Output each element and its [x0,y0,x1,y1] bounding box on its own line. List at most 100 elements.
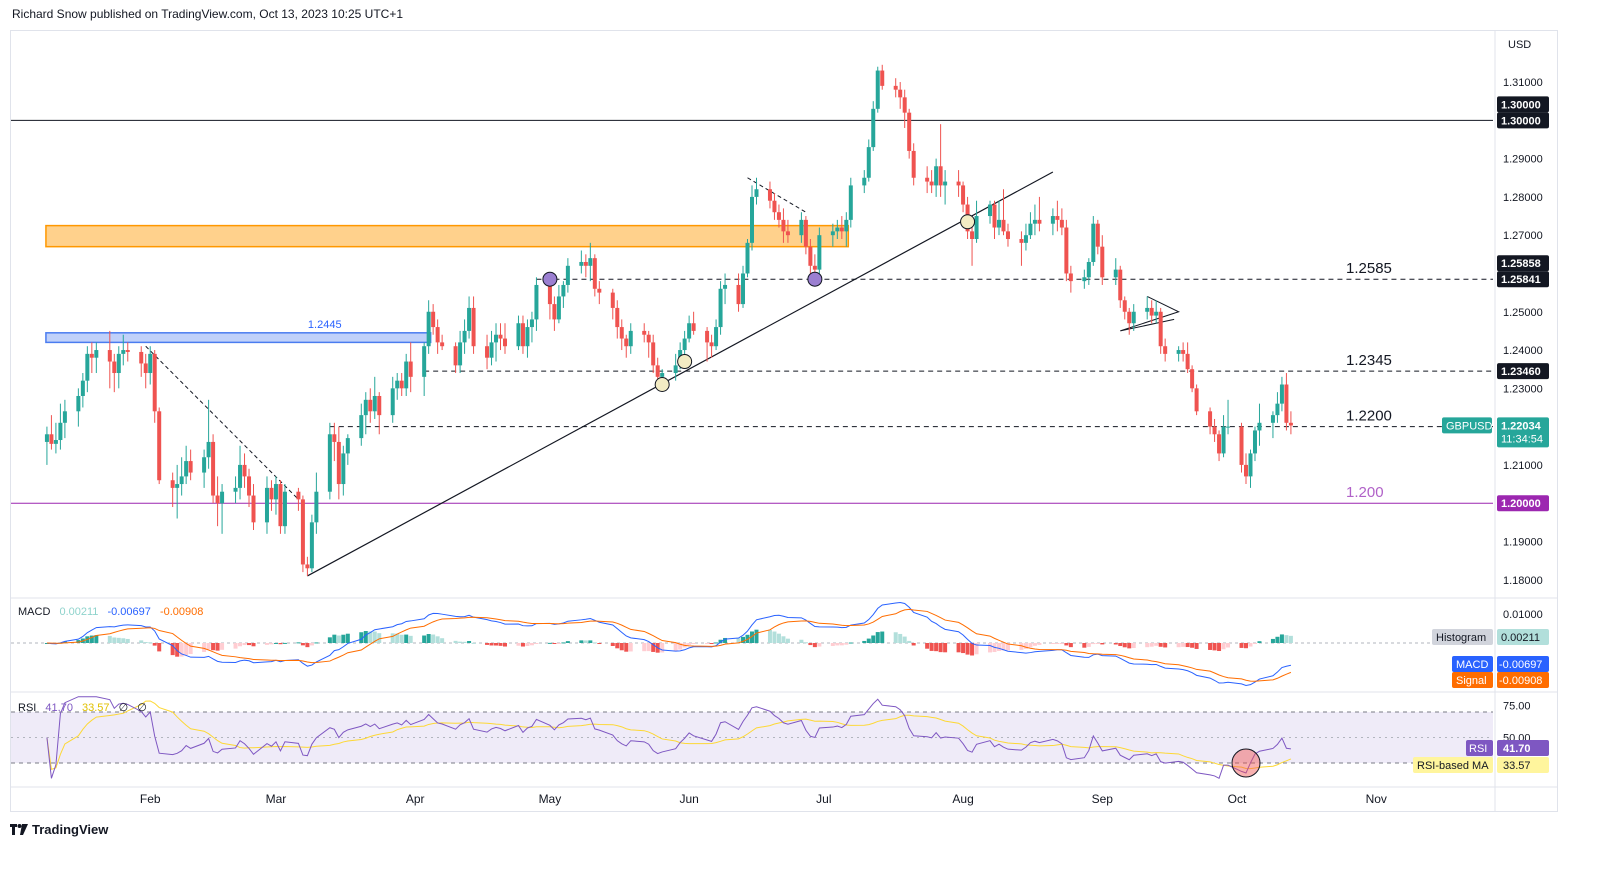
candle-132 [871,101,876,151]
macd-hist-bar-182 [1185,643,1190,648]
candle-body [1284,384,1289,423]
macd-hist-bar-39 [282,642,287,644]
macd-hist-bar-73 [498,643,503,646]
candle-body [1023,235,1028,243]
candle-95 [642,323,647,343]
macd-hist-bar-193 [1252,643,1257,644]
macd-hist-bar-118 [781,636,786,643]
candle-19 [157,407,162,485]
candle-body [125,350,130,352]
candle-body [1248,453,1253,477]
candle-body [583,261,588,266]
candle-117 [776,204,781,228]
macd-hist-bar-91 [615,643,620,649]
candle-157 [1028,212,1033,240]
candle-body [1149,307,1154,316]
macd-hist-bar-83 [561,642,566,644]
candle-body [875,70,880,109]
candle-93 [624,334,629,358]
rsi-tag-text: RSI [1469,743,1487,755]
zone-orange [45,224,850,248]
macd-hist-bar-55 [390,633,395,643]
macd-hist-bar-93 [624,643,629,652]
macd-hist-bar-176 [1149,643,1154,647]
macd-hist-bar-152 [997,643,1001,651]
macd-hist-bar-19 [157,643,162,652]
macd-hist-bar-60 [422,635,427,643]
candle-body [1131,311,1136,324]
candle-body [588,258,593,266]
candle-body [49,434,54,444]
candle-52 [368,388,373,423]
candle-body [902,97,907,113]
candle-body [925,177,930,182]
y-tick-4: 1.25000 [1503,307,1543,319]
x-label-may: May [539,792,562,806]
candle-54 [377,392,382,435]
macd-hist-bar-120 [799,639,804,643]
macd-hist-bar-71 [489,643,494,646]
candle-45 [327,422,332,500]
candle-77 [525,319,530,358]
macd-hist-bar-64 [440,638,445,643]
candle-body [184,461,189,477]
candle-167 [1091,216,1096,266]
candle-174 [1131,304,1136,331]
macd-hist-bar-101 [678,643,683,650]
macd-hist-bar-199 [1288,635,1293,643]
candle-body [673,365,678,374]
candle-22 [179,457,184,496]
candle-9 [94,342,99,374]
candle-114 [754,177,759,205]
candle-body [628,330,633,347]
candle-body [660,373,665,377]
candle-body [458,342,463,366]
candle-83 [561,281,566,308]
candle-body [1122,300,1127,312]
candle-179 [1163,338,1168,362]
candle-body [561,284,566,297]
candle-body [282,491,287,527]
candle-0 [44,426,49,465]
macd-hist-bar-126 [835,643,840,646]
candle-138 [907,108,912,159]
candle-body [503,338,507,347]
candle-181 [1181,342,1186,362]
candle-body [565,265,570,285]
macd-hist-bar-5 [76,640,81,643]
candle-body [1091,223,1096,262]
rsi-ma-value-box [1497,757,1549,773]
candle-166 [1086,258,1091,285]
candle-6 [80,373,85,408]
macd-hist-bar-18 [152,643,157,646]
candle-92 [619,319,624,351]
candle-109 [723,273,728,305]
last-price-countdown: 11:34:54 [1501,433,1543,445]
candle-body [785,231,790,236]
macd-hist-bar-184 [1194,643,1199,649]
candle-75 [516,315,521,351]
macd-hist-bar-15 [139,640,144,643]
macd-hist-bar-78 [529,643,534,646]
macd-hist-bar-173 [1127,643,1132,649]
candle-136 [898,82,903,109]
macd-tag [1452,656,1493,672]
candle-body [1154,311,1159,316]
candle-44 [314,472,319,534]
macd-hist-bar-122 [808,643,813,646]
macd-value: -0.00697 [1499,659,1542,671]
candle-body [327,434,332,492]
candle-125 [830,223,835,247]
macd-hist-bar-66 [458,641,463,643]
candle-body [718,288,723,328]
candle-body [332,434,337,442]
candle-body [1257,422,1262,431]
candle-164 [1068,265,1073,293]
candle-body [431,311,436,328]
level-text-1: 1.2585 [1346,260,1392,277]
signal-tag [1452,672,1493,688]
candle-body [624,338,629,347]
candle-139 [911,143,916,186]
macd-hist-bar-188 [1221,643,1226,650]
